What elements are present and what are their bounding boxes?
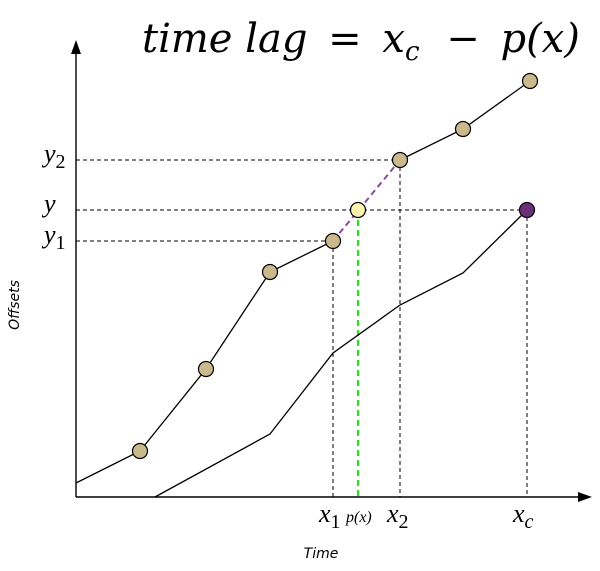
label-xc: xc — [512, 499, 534, 533]
title-minus: − — [446, 16, 480, 62]
label-x1: x1 — [318, 499, 341, 533]
guide-lines — [76, 159, 528, 497]
source-point — [131, 442, 149, 460]
title-formula: time lag = xc − p(x) — [142, 16, 580, 70]
target-curve — [154, 209, 528, 498]
title-equals: = — [328, 16, 362, 62]
axes — [71, 40, 592, 502]
interpolated-point — [349, 201, 367, 219]
source-point — [521, 72, 539, 90]
label-y: y — [41, 189, 56, 218]
label-px: p(x) — [345, 509, 372, 526]
label-y1: y1 — [41, 220, 66, 254]
label-y2: y2 — [41, 139, 66, 173]
y-axis-title: Offsets — [7, 280, 23, 330]
source-point-x1 — [324, 232, 342, 250]
label-x2: x2 — [386, 499, 409, 533]
title-x-sub: c — [405, 37, 420, 67]
source-point — [197, 360, 215, 378]
source-point-x2 — [391, 151, 409, 169]
source-curve-right — [399, 80, 531, 161]
source-point — [261, 263, 279, 281]
x-axis-title: Time — [304, 546, 339, 562]
y-axis-arrow — [71, 40, 81, 54]
interpolation-segment — [332, 159, 401, 242]
source-points — [131, 72, 539, 460]
title-lhs: time lag — [142, 16, 307, 62]
x-axis-arrow — [578, 492, 592, 502]
source-point — [454, 120, 472, 138]
title-func: p(x) — [500, 16, 579, 62]
target-point — [518, 201, 536, 219]
title-x: x — [382, 16, 405, 62]
